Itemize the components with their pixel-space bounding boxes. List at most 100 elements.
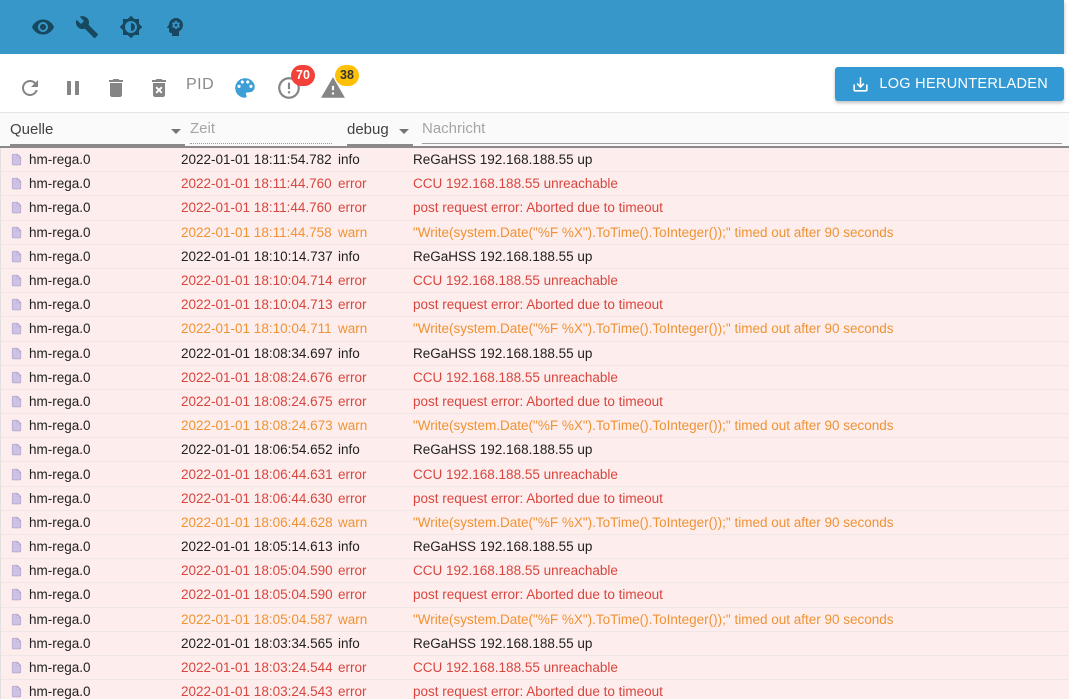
- file-icon: [10, 225, 23, 240]
- table-row[interactable]: hm-rega.0 2022-01-01 18:10:14.737 info R…: [1, 244, 1069, 269]
- log-message: post request error: Aborted due to timeo…: [413, 200, 663, 216]
- log-source-cell: hm-rega.0: [1, 152, 181, 167]
- table-row[interactable]: hm-rega.0 2022-01-01 18:05:04.590 error …: [1, 559, 1069, 584]
- log-message: "Write(system.Date("%F %X").ToTime().ToI…: [413, 418, 894, 434]
- download-log-button[interactable]: LOG HERUNTERLADEN: [835, 67, 1064, 101]
- severity-filter-select[interactable]: debug: [347, 121, 413, 146]
- log-time: 2022-01-01 18:11:44.758: [181, 224, 332, 240]
- refresh-icon: [22, 80, 38, 96]
- table-row[interactable]: hm-rega.0 2022-01-01 18:06:54.652 info R…: [1, 438, 1069, 463]
- table-row[interactable]: hm-rega.0 2022-01-01 18:06:44.631 error …: [1, 462, 1069, 487]
- error-filter-button[interactable]: 70: [276, 65, 315, 103]
- warning-triangle-icon: [321, 77, 345, 98]
- file-icon: [10, 491, 23, 506]
- table-row[interactable]: hm-rega.0 2022-01-01 18:08:34.697 info R…: [1, 341, 1069, 366]
- log-source: hm-rega.0: [29, 611, 91, 627]
- chevron-down-icon: [171, 129, 181, 134]
- log-source-cell: hm-rega.0: [1, 467, 181, 482]
- table-row[interactable]: hm-rega.0 2022-01-01 18:10:04.714 error …: [1, 268, 1069, 294]
- log-message: post request error: Aborted due to timeo…: [413, 587, 663, 603]
- log-message: CCU 192.168.188.55 unreachable: [413, 466, 618, 482]
- table-row[interactable]: hm-rega.0 2022-01-01 18:03:24.544 error …: [1, 655, 1069, 681]
- colorize-button[interactable]: [232, 75, 258, 101]
- log-severity: error: [338, 200, 367, 216]
- table-row[interactable]: hm-rega.0 2022-01-01 18:06:44.630 error …: [1, 486, 1069, 511]
- log-source-cell: hm-rega.0: [1, 346, 181, 361]
- refresh-button[interactable]: [17, 75, 43, 101]
- clear-log-button[interactable]: [103, 75, 129, 101]
- message-filter-input[interactable]: [422, 120, 1062, 144]
- table-row[interactable]: hm-rega.0 2022-01-01 18:11:44.760 error …: [1, 172, 1069, 197]
- log-severity: error: [338, 563, 367, 579]
- table-row[interactable]: hm-rega.0 2022-01-01 18:05:04.587 warn "…: [1, 607, 1069, 632]
- log-time: 2022-01-01 18:05:14.613: [181, 539, 333, 555]
- log-message: "Write(system.Date("%F %X").ToTime().ToI…: [413, 514, 894, 530]
- log-time: 2022-01-01 18:06:44.628: [181, 514, 333, 530]
- table-row[interactable]: hm-rega.0 2022-01-01 18:08:24.673 warn "…: [1, 414, 1069, 439]
- trash-icon: [109, 79, 123, 97]
- log-severity: warn: [338, 418, 368, 434]
- log-source: hm-rega.0: [29, 224, 91, 240]
- warning-count-badge: 38: [335, 65, 359, 86]
- log-source: hm-rega.0: [29, 684, 91, 699]
- file-icon: [10, 636, 23, 651]
- log-source: hm-rega.0: [29, 176, 91, 192]
- table-row[interactable]: hm-rega.0 2022-01-01 18:11:54.782 info R…: [1, 148, 1069, 173]
- log-severity: warn: [338, 321, 368, 337]
- clear-log-file-button[interactable]: [146, 75, 172, 101]
- table-row[interactable]: hm-rega.0 2022-01-01 18:08:24.675 error …: [1, 389, 1069, 415]
- log-source-cell: hm-rega.0: [1, 321, 181, 336]
- table-row[interactable]: hm-rega.0 2022-01-01 18:08:24.676 error …: [1, 365, 1069, 390]
- table-row[interactable]: hm-rega.0 2022-01-01 18:10:04.713 error …: [1, 293, 1069, 318]
- log-time: 2022-01-01 18:10:04.714: [181, 273, 333, 289]
- log-source: hm-rega.0: [29, 466, 91, 482]
- file-icon: [10, 394, 23, 409]
- table-row[interactable]: hm-rega.0 2022-01-01 18:03:24.543 error …: [1, 680, 1069, 699]
- table-row[interactable]: hm-rega.0 2022-01-01 18:03:34.565 info R…: [1, 631, 1069, 656]
- file-icon: [10, 152, 23, 167]
- log-severity: error: [338, 684, 367, 699]
- brightness-icon[interactable]: [119, 15, 143, 39]
- error-circle-icon: [278, 77, 300, 99]
- pid-toggle[interactable]: PID: [186, 76, 215, 93]
- source-filter-select[interactable]: Quelle: [10, 121, 185, 146]
- log-severity: warn: [338, 611, 368, 627]
- file-icon: [10, 587, 23, 602]
- table-row[interactable]: hm-rega.0 2022-01-01 18:11:44.758 warn "…: [1, 220, 1069, 245]
- chevron-down-icon: [399, 129, 409, 134]
- time-filter-input[interactable]: [190, 120, 332, 144]
- log-time: 2022-01-01 18:05:04.590: [181, 563, 333, 579]
- log-source: hm-rega.0: [29, 321, 91, 337]
- log-severity: info: [338, 248, 360, 264]
- wrench-icon[interactable]: [75, 15, 99, 39]
- log-severity: error: [338, 466, 367, 482]
- pause-button[interactable]: [60, 75, 86, 101]
- file-icon: [10, 249, 23, 264]
- table-row[interactable]: hm-rega.0 2022-01-01 18:05:14.613 info R…: [1, 535, 1069, 560]
- log-source-cell: hm-rega.0: [1, 636, 181, 651]
- table-row[interactable]: hm-rega.0 2022-01-01 18:11:44.760 error …: [1, 196, 1069, 221]
- log-source-cell: hm-rega.0: [1, 587, 181, 602]
- table-row[interactable]: hm-rega.0 2022-01-01 18:05:04.590 error …: [1, 583, 1069, 608]
- log-source-cell: hm-rega.0: [1, 249, 181, 264]
- log-source-cell: hm-rega.0: [1, 515, 181, 530]
- source-filter-label: Quelle: [10, 121, 54, 138]
- file-icon: [10, 370, 23, 385]
- eye-icon[interactable]: [31, 15, 55, 39]
- trash-x-icon: [152, 79, 166, 97]
- log-message: CCU 192.168.188.55 unreachable: [413, 563, 618, 579]
- log-message: ReGaHSS 192.168.188.55 up: [413, 345, 593, 361]
- log-time: 2022-01-01 18:06:54.652: [181, 442, 333, 458]
- table-row[interactable]: hm-rega.0 2022-01-01 18:06:44.628 warn "…: [1, 510, 1069, 535]
- warning-filter-button[interactable]: 38: [320, 65, 359, 103]
- file-icon: [10, 563, 23, 578]
- log-message: CCU 192.168.188.55 unreachable: [413, 660, 618, 676]
- log-severity: error: [338, 369, 367, 385]
- log-source: hm-rega.0: [29, 539, 91, 555]
- log-severity: warn: [338, 224, 368, 240]
- table-row[interactable]: hm-rega.0 2022-01-01 18:10:04.711 warn "…: [1, 317, 1069, 342]
- error-count-badge: 70: [291, 65, 315, 86]
- log-source-cell: hm-rega.0: [1, 176, 181, 191]
- expert-mode-icon[interactable]: [163, 15, 187, 39]
- log-time: 2022-01-01 18:05:04.587: [181, 611, 333, 627]
